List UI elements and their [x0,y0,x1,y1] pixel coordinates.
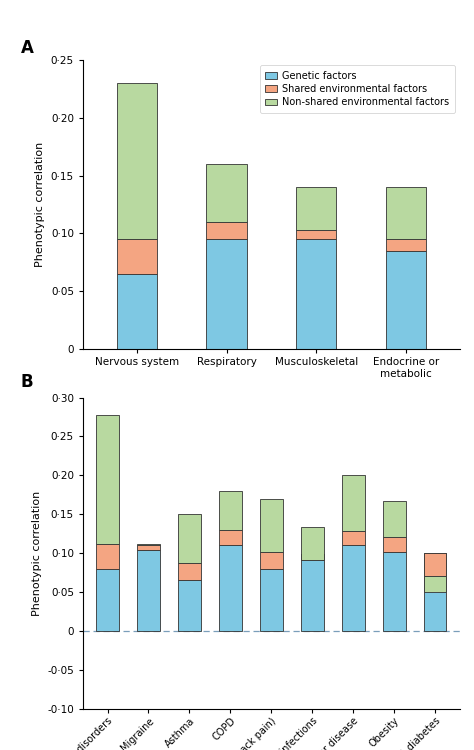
Bar [301,554,324,631]
Bar [296,239,337,349]
Bar [137,544,160,545]
Bar [424,577,447,592]
Bar [117,83,157,239]
Bar [296,230,337,239]
Bar [342,531,365,545]
Bar [206,222,246,239]
Bar [96,416,119,544]
Bar [137,550,160,631]
Bar [383,501,406,537]
Bar [96,544,119,568]
Bar [178,514,201,563]
Bar [424,554,447,577]
Bar [206,164,246,222]
Bar [117,274,157,349]
Bar [383,552,406,631]
Bar [219,530,242,545]
Bar [137,545,160,550]
Bar [386,239,426,250]
Bar [424,554,447,631]
Bar [260,499,283,552]
Bar [386,187,426,239]
Bar [260,569,283,631]
Bar [219,491,242,530]
Text: B: B [21,374,33,392]
Bar [342,545,365,631]
Bar [296,187,337,230]
Bar [219,545,242,631]
Bar [342,476,365,531]
Bar [301,554,324,560]
Bar [301,527,324,560]
Y-axis label: Phenotypic correlation: Phenotypic correlation [32,490,42,616]
Bar [206,239,246,349]
Bar [96,568,119,631]
Bar [117,239,157,274]
Bar [383,537,406,552]
Y-axis label: Phenotypic correlation: Phenotypic correlation [35,142,45,267]
Bar [386,251,426,349]
Text: A: A [21,39,34,57]
Bar [178,563,201,580]
Bar [260,552,283,569]
Legend: Genetic factors, Shared environmental factors, Non-shared environmental factors: Genetic factors, Shared environmental fa… [260,64,455,113]
Bar [178,580,201,631]
